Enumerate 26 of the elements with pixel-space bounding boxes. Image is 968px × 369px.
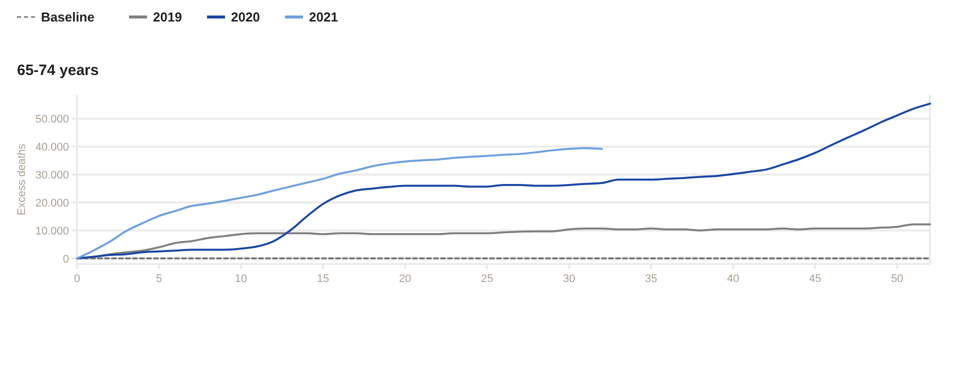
x-tick-label: 10 xyxy=(234,273,248,285)
legend-label: 2020 xyxy=(231,10,260,24)
x-tick-label: 40 xyxy=(727,273,740,285)
legend-label: 2021 xyxy=(309,10,338,24)
x-tick-label: 35 xyxy=(645,273,658,285)
y-tick-label: 50.000 xyxy=(35,114,69,126)
x-tick-label: 0 xyxy=(74,273,80,285)
x-tick-label: 25 xyxy=(480,273,494,285)
y-tick-label: 20.000 xyxy=(35,197,69,210)
y-tick-label: 0 xyxy=(62,253,69,266)
x-tick-label: 45 xyxy=(809,273,822,285)
x-tick-label: 30 xyxy=(562,273,576,285)
x-tick-label: 50 xyxy=(891,273,904,285)
x-tick-label: 5 xyxy=(156,273,162,285)
line-series xyxy=(76,102,931,260)
y-tick-label: 30.000 xyxy=(35,169,69,182)
x-tick-label: 20 xyxy=(398,273,412,285)
line-series xyxy=(76,223,931,260)
line-series xyxy=(76,147,603,260)
y-axis-title: Excess deaths xyxy=(16,143,28,216)
y-tick-label: 10.000 xyxy=(35,225,69,238)
chart-title: 65-74 years xyxy=(17,62,99,79)
y-tick-label: 40.000 xyxy=(35,142,69,154)
legend-label: Baseline xyxy=(41,10,94,24)
legend-label: 2019 xyxy=(153,10,182,24)
x-tick-label: 15 xyxy=(316,273,330,285)
